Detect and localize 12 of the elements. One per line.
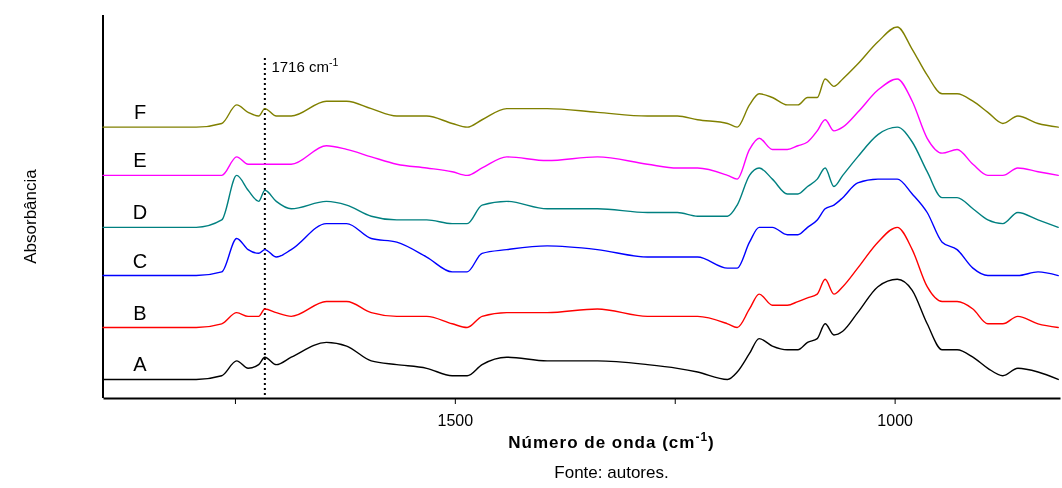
series-label: A — [133, 353, 148, 376]
source-note: Fonte: autores. — [554, 463, 669, 482]
series-label: E — [133, 149, 147, 172]
x-axis-title: Número de onda (cm$^{-1}$) — [508, 430, 715, 452]
series-label: C — [132, 249, 148, 272]
x-tick-label: 1000 — [877, 412, 914, 430]
series-label: F — [133, 101, 147, 124]
series-label: B — [133, 301, 147, 324]
x-tick-label: 1500 — [437, 412, 474, 430]
ref-line-label: 1716 cm$^{-1}$ — [271, 56, 339, 75]
y-axis-title: Absorbância — [21, 168, 40, 264]
series-label: D — [132, 201, 148, 224]
